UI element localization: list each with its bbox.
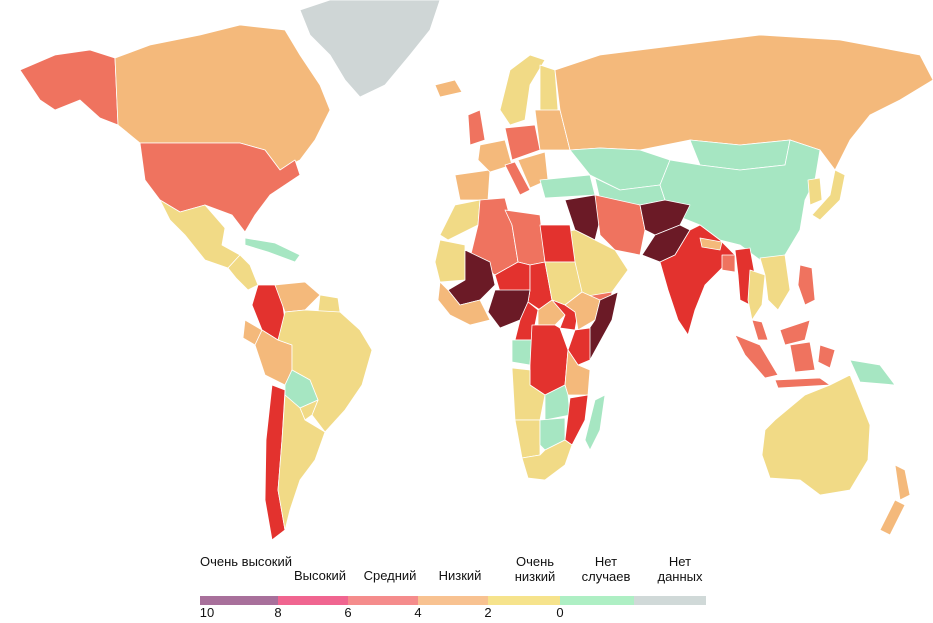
region-south-africa: [521, 439, 573, 481]
legend-swatch-very-high: [200, 596, 278, 605]
world-risk-map: [19, 0, 933, 541]
region-new-zealand: [879, 464, 911, 536]
region-india: [659, 224, 736, 336]
legend-tick: 2: [484, 605, 492, 620]
region-philippines: [797, 264, 816, 306]
region-greenland: [299, 0, 441, 98]
region-morocco: [439, 199, 481, 241]
region-china: [659, 139, 821, 261]
region-iberia: [454, 169, 491, 201]
region-kenya: [567, 327, 591, 366]
region-car: [537, 299, 566, 326]
region-egypt: [539, 224, 576, 263]
legend-label-very-high: Очень высокий: [199, 554, 293, 569]
legend: Очень высокий Высокий Средний Низкий Оче…: [200, 548, 720, 620]
region-korea: [807, 177, 823, 206]
region-madagascar: [584, 394, 606, 451]
region-venezuela: [274, 281, 321, 313]
legend-tick: 8: [274, 605, 282, 620]
region-west-africa: [437, 281, 491, 326]
legend-label-no-data: Нет данных: [657, 554, 703, 584]
region-west-europe: [477, 139, 513, 173]
legend-label-low: Низкий: [438, 568, 482, 583]
region-alaska: [19, 49, 119, 126]
region-namibia: [514, 419, 541, 459]
region-iraq-syria: [564, 194, 601, 241]
region-bangladesh: [721, 254, 736, 273]
legend-swatch-high: [278, 596, 348, 605]
region-japan: [811, 169, 846, 221]
legend-label-very-low: Очень низкий: [514, 554, 556, 584]
legend-label-medium: Средний: [363, 568, 417, 583]
region-malaysia: [751, 319, 811, 346]
legend-tick: 6: [344, 605, 352, 620]
region-guianas: [317, 294, 341, 313]
region-nepal: [699, 237, 723, 251]
region-scandinavia: [499, 54, 546, 126]
legend-swatch-no-data: [634, 596, 706, 605]
legend-swatch-no-cases: [560, 596, 634, 605]
region-uk: [467, 109, 486, 146]
region-turkey: [539, 174, 596, 199]
region-italy: [504, 161, 531, 196]
region-caribbean: [244, 237, 301, 263]
legend-label-high: Высокий: [293, 568, 347, 583]
legend-label-no-cases: Нет случаев: [581, 554, 631, 584]
legend-tick: 4: [414, 605, 422, 620]
region-drc: [529, 324, 569, 396]
region-mauritania: [434, 239, 466, 283]
legend-tick: 10: [199, 605, 215, 620]
region-iceland: [434, 79, 463, 98]
region-indochina: [759, 254, 791, 311]
region-gabon-congo: [511, 339, 533, 366]
region-png: [849, 359, 896, 386]
region-mozambique: [564, 394, 589, 446]
legend-swatch-medium: [348, 596, 418, 605]
legend-tick: 0: [556, 605, 564, 620]
region-argentina: [277, 394, 326, 531]
legend-swatch-low: [418, 596, 488, 605]
legend-swatch-very-low: [488, 596, 560, 605]
region-australia: [761, 374, 871, 496]
region-thailand: [747, 269, 766, 321]
